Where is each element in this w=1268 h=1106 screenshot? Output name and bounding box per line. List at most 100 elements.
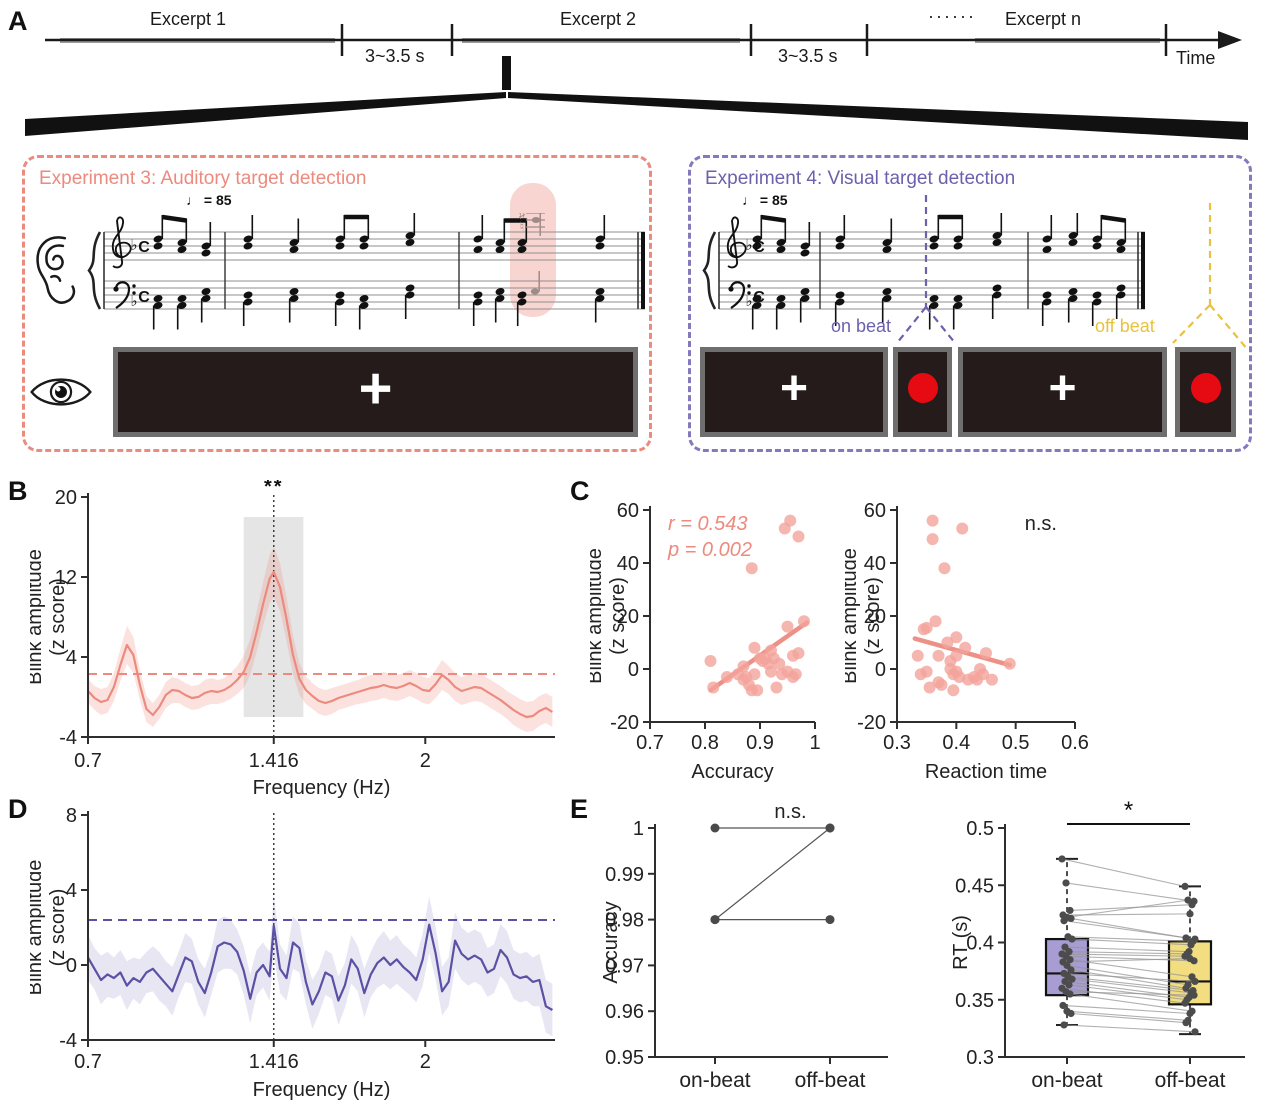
on-beat-label: on beat (830, 316, 891, 336)
svg-text:2: 2 (420, 1051, 431, 1073)
svg-text:**: ** (264, 480, 284, 498)
svg-text:0.7: 0.7 (74, 750, 102, 772)
svg-text:12: 12 (55, 567, 77, 589)
svg-text:0.4: 0.4 (966, 933, 994, 955)
exp4-screen-target-1 (893, 347, 952, 437)
svg-text:Frequency (Hz): Frequency (Hz) (253, 1079, 391, 1101)
timeline-excerpt1-label: Excerpt 1 (150, 9, 227, 29)
timeline-excerpt2-label: Excerpt 2 (560, 9, 637, 29)
timeline-graphic (25, 24, 1248, 140)
svg-text:60: 60 (864, 500, 886, 522)
red-dot-target (1190, 373, 1221, 403)
panel-label-c: C (570, 476, 590, 506)
ear-icon (36, 236, 76, 304)
timeline-time-label: Time (1176, 48, 1216, 68)
svg-text:0.6: 0.6 (1061, 732, 1089, 754)
svg-text:0.4: 0.4 (942, 732, 970, 754)
svg-text:-4: -4 (59, 727, 77, 749)
svg-text:40: 40 (617, 553, 639, 575)
timeline-ellipsis: ······ (928, 6, 976, 26)
svg-text:-20: -20 (857, 712, 886, 734)
svg-text:20: 20 (864, 606, 886, 628)
svg-text:♭: ♭ (745, 293, 752, 310)
experiment3-tempo: ♩ = 85 (186, 192, 232, 208)
panel-label-e: E (570, 794, 589, 824)
svg-text:off-beat: off-beat (1155, 1069, 1226, 1092)
svg-text:8: 8 (66, 805, 77, 827)
svg-text:0.9: 0.9 (746, 732, 774, 754)
rt-boxplot: * 0.5 0.45 0.4 0.35 0.3 on-beat off-beat RT (s) (950, 798, 1245, 1092)
svg-text:r = 0.543: r = 0.543 (668, 513, 748, 535)
experiment3-screen: + (113, 347, 638, 437)
red-dot-target (907, 373, 938, 403)
experiment4-title: Experiment 4: Visual target detection (705, 168, 1016, 189)
accuracy-paired-plot: n.s. 1 0.99 0.98 0.97 0.96 0.95 on-beat off-beat… (600, 801, 888, 1092)
panel-label-b: B (8, 476, 28, 506)
svg-text:♭: ♭ (745, 237, 752, 254)
svg-text:1: 1 (633, 818, 644, 840)
fixation-cross: + (1048, 362, 1077, 415)
panel-label-a: A (8, 6, 28, 36)
svg-text:Accuracy: Accuracy (600, 901, 622, 983)
svg-text:*: * (1124, 798, 1133, 824)
svg-text:-20: -20 (610, 712, 639, 734)
svg-text:C: C (138, 239, 150, 256)
svg-text:0: 0 (628, 659, 639, 681)
svg-text:on-beat: on-beat (1031, 1069, 1102, 1092)
timeline-gap2-label: 3~3.5 s (778, 46, 838, 66)
svg-text:Blink amplitude(z score): Blink amplitude(z score) (590, 548, 629, 684)
beat-connector-lines (896, 195, 1249, 351)
svg-text:20: 20 (617, 606, 639, 628)
svg-text:0.97: 0.97 (605, 955, 644, 977)
svg-text:0.3: 0.3 (966, 1047, 994, 1069)
svg-text:0.3: 0.3 (883, 732, 911, 754)
svg-text:♯: ♯ (519, 213, 526, 221)
timeline-ticks (340, 24, 1168, 56)
svg-text:n.s.: n.s. (774, 801, 806, 823)
svg-text:♮: ♮ (520, 219, 525, 234)
svg-text:0.5: 0.5 (966, 818, 994, 840)
svg-text:1.416: 1.416 (249, 1051, 299, 1073)
svg-text:2: 2 (420, 750, 431, 772)
svg-text:0.7: 0.7 (636, 732, 664, 754)
experiment4-box: Experiment 4: Visual target detection (688, 155, 1252, 452)
on-beat-connector (896, 195, 956, 344)
svg-text:4: 4 (66, 880, 77, 902)
svg-text:0.45: 0.45 (955, 875, 994, 897)
svg-text:0: 0 (66, 955, 77, 977)
svg-text:Blink amplitude(z score): Blink amplitude(z score) (845, 548, 884, 684)
svg-text:0: 0 (875, 659, 886, 681)
exp4-screen-target-2 (1175, 347, 1236, 437)
excerpt-marker (502, 56, 511, 90)
svg-text:RT (s): RT (s) (950, 915, 972, 970)
svg-text:Blink amplitude(z score): Blink amplitude(z score) (30, 860, 69, 996)
svg-text:20: 20 (55, 487, 77, 509)
panel-label-d: D (8, 794, 28, 824)
svg-text:Accuracy: Accuracy (691, 761, 773, 783)
off-beat-label: off beat (1095, 316, 1155, 336)
zoom-funnel-right (508, 92, 1248, 140)
svg-text:Blink amplitude(z score): Blink amplitude(z score) (30, 549, 69, 685)
eye-icon (30, 378, 92, 406)
off-beat-connector (1172, 203, 1249, 351)
svg-text:4: 4 (66, 647, 77, 669)
timeline-excerptn-label: Excerpt n (1005, 9, 1082, 29)
svg-text:♭: ♭ (130, 237, 137, 254)
svg-text:n.s.: n.s. (1025, 513, 1057, 535)
zoom-funnel-left (25, 92, 506, 136)
blink-spectrum-visual-chart: 8 4 0 -40.7 1.416 2 Frequency (Hz) Blink amplit… (30, 805, 555, 1101)
blink-spectrum-auditory-chart: ** 20 12 4 -40.7 1.416 2 Frequency (Hz) Blink am… (30, 480, 555, 798)
svg-text:-4: -4 (59, 1030, 77, 1052)
svg-text:0.5: 0.5 (1002, 732, 1030, 754)
experiment3-title: Experiment 3: Auditory target detection (39, 168, 367, 189)
svg-text:0.96: 0.96 (605, 1001, 644, 1023)
experiment4-score: ♭C♭C (702, 213, 1145, 330)
svg-text:0.99: 0.99 (605, 864, 644, 886)
svg-text:40: 40 (864, 553, 886, 575)
exp4-screen-fixation-2: + (958, 347, 1167, 437)
svg-text:p = 0.002: p = 0.002 (667, 539, 752, 561)
fixation-cross: + (779, 362, 809, 415)
experiment4-tempo: ♩ = 85 (742, 192, 788, 208)
timeline-gap1-label: 3~3.5 s (365, 46, 425, 66)
svg-text:1.416: 1.416 (249, 750, 299, 772)
